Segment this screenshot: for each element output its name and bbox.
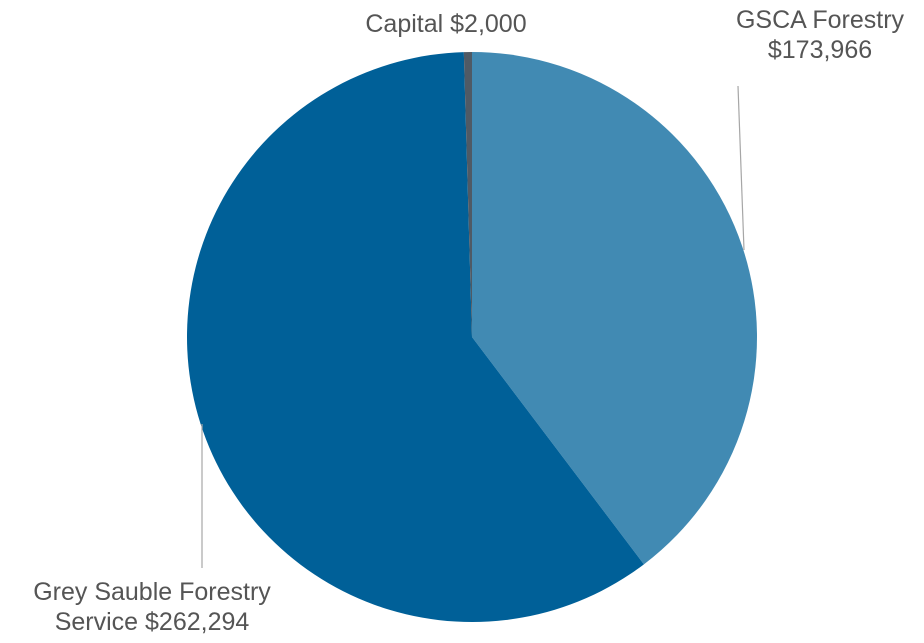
pie-slice-gsca-forestry bbox=[472, 52, 757, 565]
slice-label-grey-sauble-forestry-service: Grey Sauble Forestry Service $262,294 bbox=[33, 578, 271, 636]
pie-slice-grey-sauble-forestry-service bbox=[187, 52, 644, 623]
slice-label-line: $173,966 bbox=[768, 36, 872, 64]
slice-label-capital: Capital $2,000 bbox=[365, 10, 526, 38]
pie-slice-capital bbox=[463, 52, 472, 337]
slice-label-gsca-forestry: GSCA Forestry $173,966 bbox=[736, 6, 905, 64]
slice-label-line: Grey Sauble Forestry bbox=[33, 578, 271, 606]
pie-slices bbox=[187, 52, 757, 623]
slice-labels: GSCA Forestry $173,966 Grey Sauble Forestr… bbox=[33, 6, 904, 636]
leader-lines bbox=[201, 85, 745, 568]
slice-label-line: GSCA Forestry bbox=[736, 6, 905, 34]
slice-label-line: Service $262,294 bbox=[55, 608, 250, 636]
leader-line-gsca-forestry bbox=[737, 85, 745, 251]
slice-label-line: Capital $2,000 bbox=[365, 10, 526, 38]
